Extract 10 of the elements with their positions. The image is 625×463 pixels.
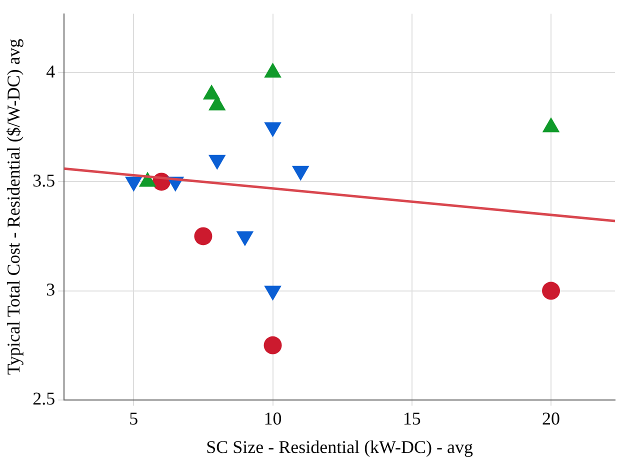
y-tick-label: 2.5 (32, 388, 56, 409)
y-tick-label: 3.5 (32, 170, 56, 190)
x-tick-label: 10 (264, 408, 282, 428)
y-tick-label: 3 (46, 279, 56, 300)
x-axis-title: SC Size - Residential (kW-DC) - avg (206, 436, 474, 457)
x-tick-label: 20 (542, 408, 560, 428)
x-tick-label: 5 (129, 408, 138, 428)
x-tick-label: 15 (402, 408, 421, 428)
y-tick-label: 4 (46, 61, 56, 82)
y-axis-title: Typical Total Cost - Residential ($/W-DC) avg (4, 38, 24, 375)
